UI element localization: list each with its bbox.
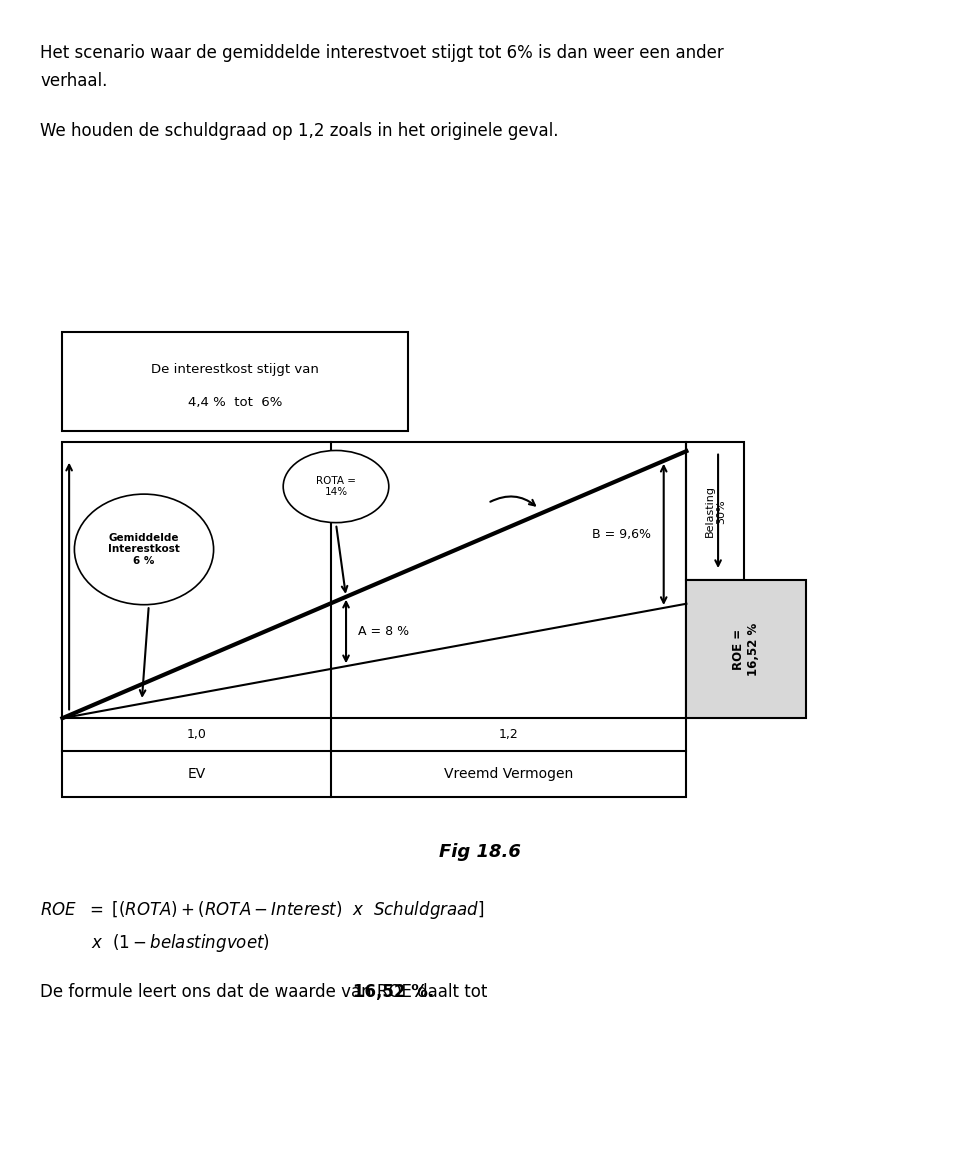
Text: Vreemd Vermogen: Vreemd Vermogen	[444, 767, 573, 781]
Bar	[686, 442, 744, 580]
Text: A = 8 %: A = 8 %	[357, 625, 409, 638]
Text: Fig 18.6: Fig 18.6	[439, 843, 521, 861]
Text: We houden de schuldgraad op 1,2 zoals in het originele geval.: We houden de schuldgraad op 1,2 zoals in…	[40, 122, 559, 140]
Text: Gemiddelde
Interestkost
6 %: Gemiddelde Interestkost 6 %	[108, 533, 180, 566]
Text: $x\ \ (1-belastingvoet)$: $x\ \ (1-belastingvoet)$	[91, 932, 270, 953]
Text: 4,4 %  tot  6%: 4,4 % tot 6%	[188, 397, 282, 410]
Text: ROTA =
14%: ROTA = 14%	[316, 476, 356, 497]
Text: Belasting
30%: Belasting 30%	[705, 485, 726, 538]
Text: De formule leert ons dat de waarde van ROE daalt tot: De formule leert ons dat de waarde van R…	[40, 982, 492, 1001]
Bar	[62, 442, 686, 797]
Text: 1,2: 1,2	[499, 728, 518, 741]
Bar	[686, 580, 806, 718]
Text: ROE =
16,52 %: ROE = 16,52 %	[732, 623, 760, 676]
Ellipse shape	[283, 450, 389, 523]
Text: $ROE\ \ =\ \left[(ROTA)+(ROTA-Interest)\ \ x\ \ Schuldgraad\right]$: $ROE\ \ =\ \left[(ROTA)+(ROTA-Interest)\…	[40, 900, 485, 921]
Ellipse shape	[75, 495, 214, 605]
Text: 1,0: 1,0	[187, 728, 206, 741]
Text: EV: EV	[187, 767, 206, 781]
Text: 16,52 %.: 16,52 %.	[353, 982, 435, 1001]
Text: verhaal.: verhaal.	[40, 72, 108, 90]
Text: De interestkost stijgt van: De interestkost stijgt van	[152, 363, 319, 376]
Bar	[62, 332, 408, 431]
Text: B = 9,6%: B = 9,6%	[591, 528, 651, 541]
Text: Het scenario waar de gemiddelde interestvoet stijgt tot 6% is dan weer een ander: Het scenario waar de gemiddelde interest…	[40, 44, 724, 62]
